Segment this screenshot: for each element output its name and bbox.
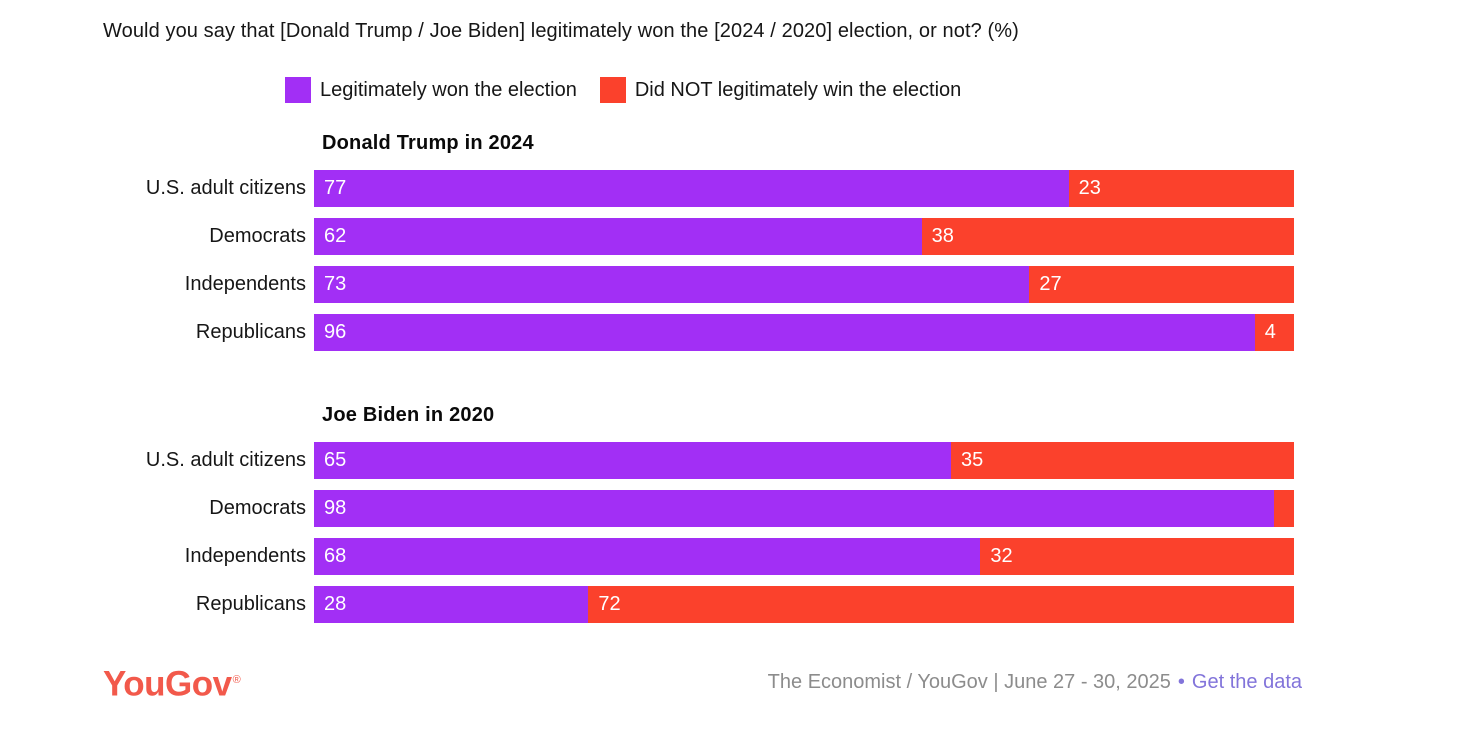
category-label: Republicans [195, 593, 306, 615]
category-label: Independents [184, 273, 306, 295]
legend: Legitimately won the election Did NOT le… [285, 77, 961, 103]
bar-rows-biden-2020: U.S. adult citizens 65 35 Democrats 98 Indepe… [103, 442, 1302, 623]
bar-value-label: 62 [324, 225, 347, 247]
yougov-logo: YouGov® [103, 660, 241, 705]
bar-value-label: 65 [324, 449, 347, 471]
footer: YouGov® The Economist / YouGov | June 27… [103, 660, 1302, 705]
yougov-logo-text: YouGov [103, 664, 232, 704]
bar-value-label: 96 [324, 321, 347, 343]
bar-track: 98 [314, 490, 1294, 527]
bar-track: 77 23 [314, 170, 1294, 207]
bar-row: Democrats 98 [103, 490, 1302, 527]
bar-track: 68 32 [314, 538, 1294, 575]
category-label: Democrats [209, 497, 306, 519]
chart-section-biden-2020: Joe Biden in 2020 U.S. adult citizens 65 3… [103, 404, 1302, 634]
bar-segment-legitimate: 96 [314, 314, 1255, 351]
bar-row: Independents 73 27 [103, 266, 1302, 303]
registered-trademark-icon: ® [232, 674, 241, 686]
bar-segment-not-legitimate: 27 [1029, 266, 1294, 303]
bar-segment-legitimate: 28 [314, 586, 589, 623]
bar-segment-not-legitimate: 32 [980, 538, 1294, 575]
category-label: Independents [184, 545, 306, 567]
bar-row: Democrats 62 38 [103, 218, 1302, 255]
bar-value-label: 27 [1039, 273, 1062, 295]
bar-value-label: 73 [324, 273, 347, 295]
bar-segment-legitimate: 77 [314, 170, 1069, 207]
legend-swatch-not-legitimate-icon [599, 77, 626, 103]
bar-value-label: 23 [1078, 177, 1101, 199]
bar-segment-not-legitimate: 4 [1254, 314, 1294, 351]
bar-value-label: 38 [931, 225, 954, 247]
legend-item-legitimate: Legitimately won the election [285, 77, 577, 103]
bar-value-label: 68 [324, 545, 347, 567]
bar-value-label: 72 [598, 593, 621, 615]
bar-row: Independents 68 32 [103, 538, 1302, 575]
category-label: U.S. adult citizens [145, 449, 306, 471]
bar-value-label: 77 [324, 177, 347, 199]
bar-track: 73 27 [314, 266, 1294, 303]
bar-value-label: 4 [1264, 321, 1276, 343]
bar-value-label: 28 [324, 593, 347, 615]
bar-segment-not-legitimate: 72 [588, 586, 1294, 623]
source-text: The Economist / YouGov | June 27 - 30, 2… [767, 670, 1171, 693]
bar-segment-legitimate: 62 [314, 218, 922, 255]
section-title-biden-2020: Joe Biden in 2020 [322, 404, 495, 426]
bar-row: U.S. adult citizens 77 23 [103, 170, 1302, 207]
category-label: Republicans [195, 321, 306, 343]
section-title-trump-2024: Donald Trump in 2024 [322, 132, 534, 154]
bar-track: 96 4 [314, 314, 1294, 351]
bar-row: Republicans 96 4 [103, 314, 1302, 351]
legend-label-legitimate: Legitimately won the election [320, 78, 577, 101]
chart-title: Would you say that [Donald Trump / Joe B… [103, 20, 1019, 42]
get-the-data-link[interactable]: Get the data [1191, 670, 1302, 693]
bar-segment-legitimate: 98 [314, 490, 1275, 527]
bar-rows-trump-2024: U.S. adult citizens 77 23 Democrats 62 38 Inde… [103, 170, 1302, 351]
legend-item-not-legitimate: Did NOT legitimately win the election [599, 77, 962, 103]
bar-segment-not-legitimate [1274, 490, 1294, 527]
legend-label-not-legitimate: Did NOT legitimately win the election [634, 78, 962, 101]
bar-track: 65 35 [314, 442, 1294, 479]
category-label: U.S. adult citizens [145, 177, 306, 199]
category-label: Democrats [209, 225, 306, 247]
source-line: The Economist / YouGov | June 27 - 30, 2… [768, 671, 1302, 694]
bullet-separator-icon: • [1177, 670, 1185, 693]
bar-row: U.S. adult citizens 65 35 [103, 442, 1302, 479]
bar-row: Republicans 28 72 [103, 586, 1302, 623]
chart-section-trump-2024: Donald Trump in 2024 U.S. adult citizens… [103, 132, 1302, 362]
bar-value-label: 35 [961, 449, 984, 471]
bar-track: 28 72 [314, 586, 1294, 623]
bar-segment-not-legitimate: 23 [1068, 170, 1294, 207]
bar-segment-legitimate: 65 [314, 442, 951, 479]
legend-swatch-legitimate-icon [285, 77, 311, 103]
bar-segment-legitimate: 73 [314, 266, 1030, 303]
bar-value-label: 32 [990, 545, 1013, 567]
bar-segment-legitimate: 68 [314, 538, 981, 575]
bar-segment-not-legitimate: 38 [921, 218, 1294, 255]
bar-track: 62 38 [314, 218, 1294, 255]
bar-segment-not-legitimate: 35 [951, 442, 1294, 479]
bar-value-label: 98 [324, 497, 347, 519]
